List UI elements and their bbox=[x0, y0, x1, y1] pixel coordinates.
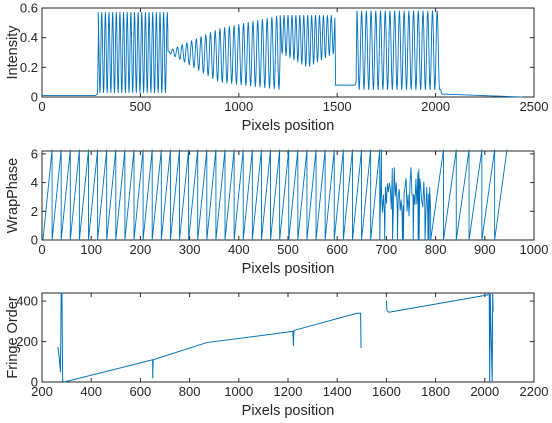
y-tick-label: 0 bbox=[31, 90, 38, 105]
x-axis-label: Pixels position bbox=[242, 403, 335, 419]
x-tick-label: 200 bbox=[130, 242, 152, 257]
panel-fringe-order: 200 400 600 800 1000 1200 1400 1600 1800 2000 2200… bbox=[5, 292, 549, 419]
panel-intensity: 0 500 1000 1500 2000 2500 0 0.2 0.4 0.6 Pixels pos… bbox=[5, 1, 548, 135]
y-tick-label: 2 bbox=[31, 204, 38, 219]
x-tick-label: 300 bbox=[179, 242, 201, 257]
y-tick-label: 6 bbox=[31, 146, 38, 161]
wrapphase-line bbox=[42, 149, 508, 241]
y-axis-label: WrapPhase bbox=[5, 158, 21, 234]
x-tick-label: 2000 bbox=[470, 384, 499, 399]
x-tick-label: 400 bbox=[228, 242, 250, 257]
x-tick-label: 1200 bbox=[274, 384, 303, 399]
x-tick-label: 600 bbox=[326, 242, 348, 257]
x-tick-label: 900 bbox=[474, 242, 496, 257]
x-tick-label: 1400 bbox=[323, 384, 352, 399]
x-tick-label: 2000 bbox=[421, 99, 450, 114]
x-tick-label: 2200 bbox=[520, 384, 549, 399]
panel-wrapphase: 0 100 200 300 400 500 600 700 800 900 1000 0 2 4 6 Pixe… bbox=[5, 146, 548, 277]
x-tick-label: 1000 bbox=[224, 99, 253, 114]
y-axis-label: Fringe Order bbox=[5, 296, 21, 378]
x-tick-label: 700 bbox=[376, 242, 398, 257]
x-tick-label: 600 bbox=[130, 384, 152, 399]
plot-frame bbox=[41, 7, 535, 98]
fringe-order-line-2 bbox=[385, 292, 494, 383]
y-tick-label: 0.6 bbox=[20, 1, 38, 16]
x-tick-label: 800 bbox=[179, 384, 201, 399]
x-tick-label: 1500 bbox=[323, 99, 352, 114]
x-axis-label: Pixels position bbox=[242, 261, 335, 277]
y-tick-label: 200 bbox=[16, 334, 38, 349]
x-tick-label: 1000 bbox=[520, 242, 549, 257]
y-tick-label: 0 bbox=[31, 233, 38, 248]
y-tick-label: 400 bbox=[16, 294, 38, 309]
x-tick-label: 400 bbox=[80, 384, 102, 399]
fringe-order-line-1 bbox=[57, 292, 362, 383]
x-tick-label: 500 bbox=[130, 99, 152, 114]
x-tick-label: 0 bbox=[38, 242, 45, 257]
x-tick-label: 500 bbox=[277, 242, 299, 257]
x-tick-label: 100 bbox=[80, 242, 102, 257]
y-tick-label: 0.2 bbox=[20, 60, 38, 75]
x-tick-label: 2500 bbox=[520, 99, 549, 114]
x-tick-label: 800 bbox=[425, 242, 447, 257]
y-tick-label: 4 bbox=[31, 175, 38, 190]
x-tick-label: 1800 bbox=[421, 384, 450, 399]
intensity-line bbox=[41, 10, 523, 98]
y-tick-label: 0.4 bbox=[20, 30, 38, 45]
x-axis-label: Pixels position bbox=[242, 118, 335, 134]
x-tick-label: 1600 bbox=[372, 384, 401, 399]
x-tick-label: 1000 bbox=[224, 384, 253, 399]
x-tick-label: 200 bbox=[31, 384, 53, 399]
y-tick-label: 0 bbox=[31, 375, 38, 390]
y-axis-label: Intensity bbox=[5, 25, 21, 80]
x-tick-label: 0 bbox=[38, 99, 45, 114]
